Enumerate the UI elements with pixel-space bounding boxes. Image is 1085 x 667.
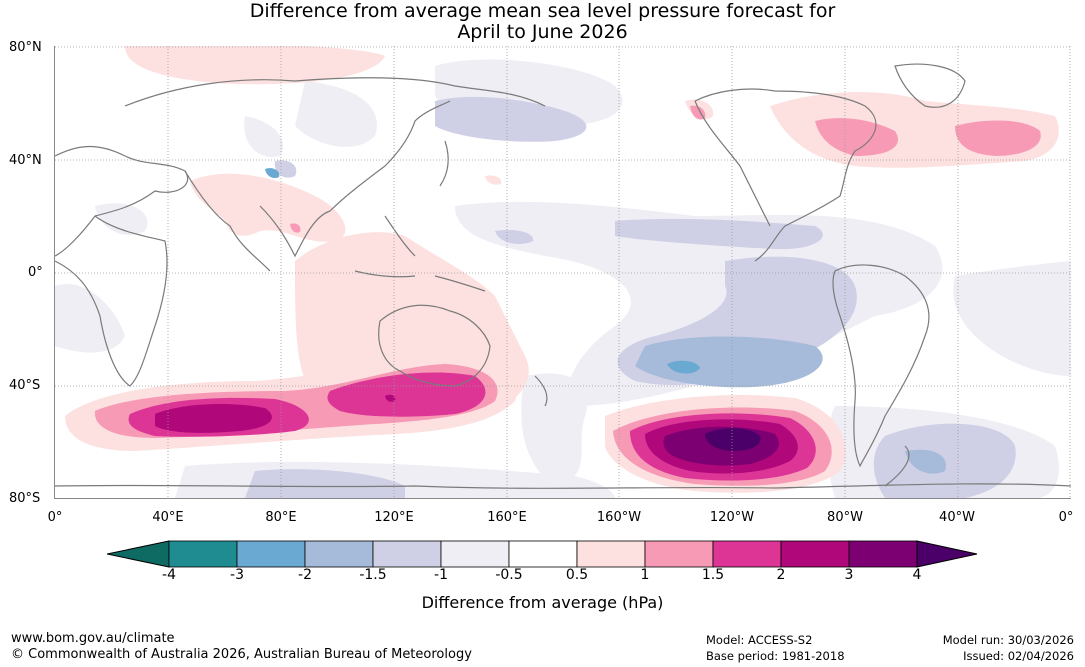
- colorbar-arrow-left: [107, 540, 170, 568]
- colorbar-box-11: [848, 540, 918, 568]
- colorbar-box-1: [168, 540, 238, 568]
- lon-label-160w: 160°W: [596, 510, 642, 525]
- lon-label-0-east: 0°: [1058, 510, 1074, 525]
- colorbar-box-4: [372, 540, 442, 568]
- colorbar-arrow-right: [916, 540, 978, 568]
- lat-label-80n: 80°N: [9, 40, 42, 55]
- coastlines: [55, 63, 1071, 489]
- contour-pos-4: [705, 428, 761, 451]
- footer-model-run: Model run: 30/03/2026: [942, 633, 1074, 647]
- colorbar-tick-label: 2: [776, 567, 786, 583]
- colorbar: [107, 540, 978, 568]
- lat-label-40s: 40°S: [9, 378, 41, 393]
- chart-title-line-1: Difference from average mean sea level p…: [249, 0, 836, 22]
- colorbar-tick-label: 4: [912, 567, 922, 583]
- colorbar-box-8: [644, 540, 714, 568]
- lon-label-120w: 120°W: [709, 510, 755, 525]
- world-map-anomaly: [54, 46, 1071, 499]
- colorbar-title: Difference from average (hPa): [421, 593, 664, 612]
- footer-copyright: © Commonwealth of Australia 2026, Austra…: [11, 647, 472, 662]
- colorbar-box-2: [236, 540, 306, 568]
- colorbar-box-5: [440, 540, 510, 568]
- colorbar-tick-label: -3: [230, 567, 244, 583]
- colorbar-box-10: [780, 540, 850, 568]
- lon-label-80w: 80°W: [827, 510, 863, 525]
- footer-base-period: Base period: 1981-2018: [706, 649, 845, 663]
- colorbar-tick-label: -0.5: [495, 567, 523, 583]
- colorbar-box-9: [712, 540, 782, 568]
- lon-label-40w: 40°W: [939, 510, 975, 525]
- map-canvas: [55, 46, 1071, 498]
- colorbar-tick-label: 0.5: [565, 567, 589, 583]
- colorbar-tick-label: -4: [162, 567, 176, 583]
- lon-label-40e: 40°E: [152, 510, 184, 525]
- lat-label-0: 0°: [28, 265, 43, 280]
- colorbar-tick-label: 1.5: [701, 567, 725, 583]
- lon-label-0-west: 0°: [47, 510, 63, 525]
- colorbar-tick-label: 3: [844, 567, 854, 583]
- footer-website: www.bom.gov.au/climate: [11, 631, 175, 646]
- footer-model: Model: ACCESS-S2: [706, 633, 813, 647]
- colorbar-tick-label: -1.5: [359, 567, 387, 583]
- lon-label-120e: 120°E: [374, 510, 414, 525]
- lat-label-40n: 40°N: [9, 153, 42, 168]
- graticule: [55, 46, 1071, 498]
- colorbar-box-3: [304, 540, 374, 568]
- colorbar-tick-label: -2: [298, 567, 312, 583]
- colorbar-box-7: [576, 540, 646, 568]
- colorbar-tick-label: 1: [640, 567, 650, 583]
- colorbar-box-6: [508, 540, 578, 568]
- lat-label-80s: 80°S: [9, 491, 41, 506]
- chart-title-line-2: April to June 2026: [457, 21, 628, 43]
- lon-label-80e: 80°E: [265, 510, 297, 525]
- footer-issued: Issued: 02/04/2026: [963, 649, 1074, 663]
- colorbar-tick-label: -1: [434, 567, 448, 583]
- contour-neg-15: [635, 336, 946, 474]
- lon-label-160e: 160°E: [487, 510, 527, 525]
- contour-neg-2: [265, 168, 700, 374]
